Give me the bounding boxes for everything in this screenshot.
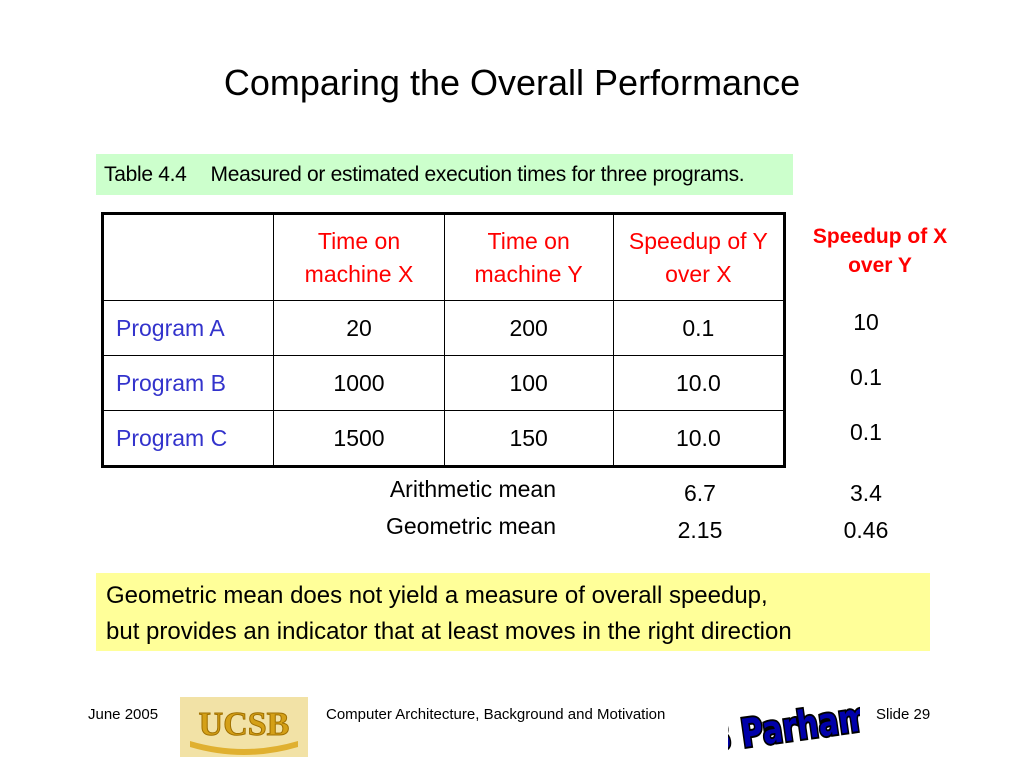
speedup-x-over-y-value: 0.1 [850, 419, 882, 445]
header-time-y-text: Time on machine Y [474, 227, 583, 287]
header-speedup-y-over-x: Speedup of Y over X [612, 213, 786, 301]
cell-time-x: 1500 [273, 410, 445, 467]
table-row: Program A 20 200 0.1 [101, 300, 786, 356]
row-label: Program B [101, 355, 275, 411]
header-speedup-text: Speedup of Y over X [628, 227, 768, 287]
speedup-x-over-y-value: 0.1 [850, 364, 882, 390]
cell-speedup: 0.1 [612, 300, 786, 356]
cell-time-y: 200 [443, 300, 614, 356]
arithmetic-mean-y-over-x: 6.7 [684, 480, 716, 506]
note-line-1: Geometric mean does not yield a measure … [106, 582, 768, 609]
cell-speedup: 10.0 [612, 355, 786, 411]
ucsb-logo: UCSB [180, 697, 308, 757]
row-label: Program A [101, 300, 275, 356]
note-box [96, 573, 930, 651]
table-row: Program B 1000 100 10.0 [101, 355, 786, 411]
table-number: Table 4.4 [104, 163, 187, 186]
cell-time-y: 100 [443, 355, 614, 411]
header-empty-cell [101, 213, 275, 301]
speedup-x-over-y-value: 10 [853, 309, 879, 335]
footer-course: Computer Architecture, Background and Mo… [326, 706, 666, 723]
cell-time-x: 1000 [273, 355, 445, 411]
row-label: Program C [101, 410, 275, 467]
footer-slide-number: Slide 29 [876, 706, 931, 723]
footer-date: June 2005 [88, 706, 159, 723]
note-text: Geometric mean does not yield a measure … [106, 578, 792, 650]
geometric-mean-x-over-y: 0.46 [843, 517, 889, 543]
arithmetic-mean-x-over-y: 3.4 [850, 480, 882, 506]
note-line-2: but provides an indicator that at least … [106, 618, 792, 645]
header-time-x-text: Time on machine X [304, 227, 414, 287]
header-time-x: Time on machine X [273, 213, 445, 301]
arithmetic-mean-label: Arithmetic mean [389, 476, 556, 502]
table-caption-text: Measured or estimated execution times fo… [210, 163, 745, 186]
table-caption: Table 4.4 Measured or estimated execution… [104, 163, 745, 187]
cell-time-x: 20 [273, 300, 445, 356]
header-time-y: Time on machine Y [443, 213, 614, 301]
author-signature-logo: B Parhami B Parhami [704, 688, 885, 764]
performance-table: Time on machine X Time on machine Y Spee… [101, 212, 786, 468]
table-row: Program C 1500 150 10.0 [101, 410, 786, 467]
signature-fill: B Parhami [728, 693, 860, 760]
cell-speedup: 10.0 [612, 410, 786, 467]
geometric-mean-y-over-x: 2.15 [677, 517, 723, 543]
table-header-row: Time on machine X Time on machine Y Spee… [101, 213, 786, 301]
table-caption-box [96, 154, 793, 195]
speedup-x-over-y-header: Speedup of X over Y [812, 225, 948, 277]
geometric-mean-label: Geometric mean [385, 513, 556, 539]
ucsb-logo-text: UCSB [199, 706, 290, 743]
slide-title: Comparing the Overall Performance [223, 62, 801, 103]
cell-time-y: 150 [443, 410, 614, 467]
